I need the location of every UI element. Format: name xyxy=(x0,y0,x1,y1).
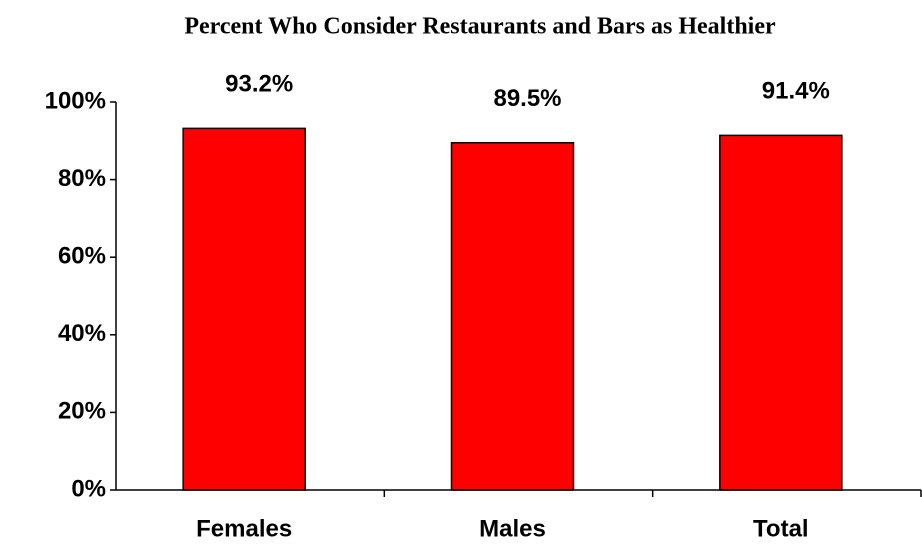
value-label: 89.5% xyxy=(493,85,561,112)
y-tick-label: 20% xyxy=(58,398,106,425)
y-tick-label: 60% xyxy=(58,243,106,270)
x-tick-label: Males xyxy=(479,515,546,542)
bar xyxy=(182,127,306,491)
chart-title: Percent Who Consider Restaurants and Bar… xyxy=(184,14,776,40)
x-tick-label: Females xyxy=(196,515,292,542)
bar xyxy=(450,141,575,491)
value-label: 93.2% xyxy=(225,71,293,98)
x-tick-label: Total xyxy=(753,515,809,542)
bar xyxy=(719,134,843,491)
value-label: 91.4% xyxy=(762,78,830,105)
y-tick-label: 80% xyxy=(58,165,106,192)
y-tick-label: 100% xyxy=(45,87,106,114)
y-tick-label: 0% xyxy=(71,475,106,502)
y-tick-label: 40% xyxy=(58,320,106,347)
